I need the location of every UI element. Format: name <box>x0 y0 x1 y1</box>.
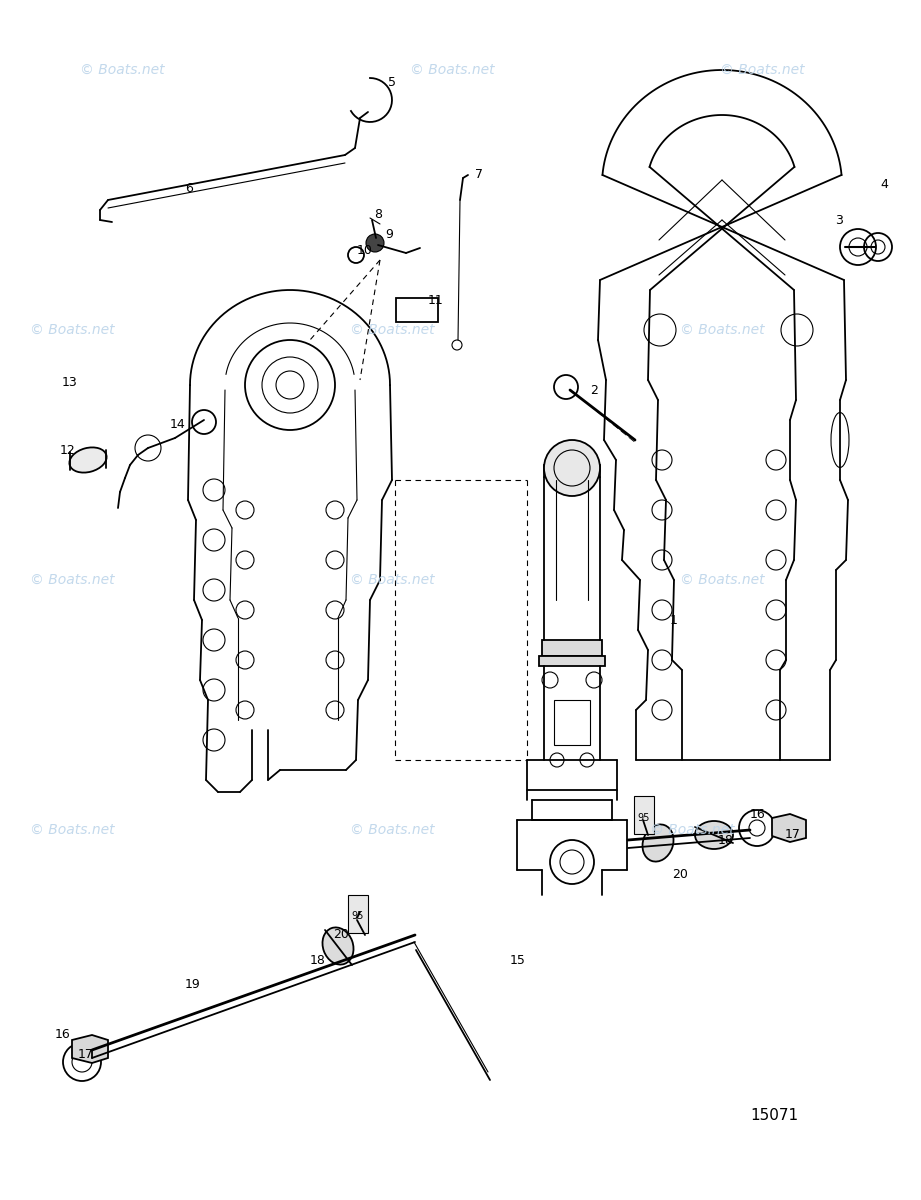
Text: © Boats.net: © Boats.net <box>350 823 435 838</box>
Text: 18: 18 <box>310 954 326 966</box>
Text: © Boats.net: © Boats.net <box>410 62 495 77</box>
Text: 95: 95 <box>352 911 364 922</box>
Text: 6: 6 <box>185 181 192 194</box>
Text: © Boats.net: © Boats.net <box>30 823 114 838</box>
Text: 16: 16 <box>55 1028 71 1042</box>
Text: 20: 20 <box>672 869 688 882</box>
Text: © Boats.net: © Boats.net <box>350 323 435 337</box>
Circle shape <box>366 234 384 252</box>
Text: © Boats.net: © Boats.net <box>30 572 114 587</box>
Text: 95: 95 <box>638 814 650 823</box>
Text: 1: 1 <box>670 613 678 626</box>
Bar <box>348 895 368 934</box>
Ellipse shape <box>69 448 107 473</box>
Bar <box>539 656 605 666</box>
Text: 12: 12 <box>60 444 76 456</box>
Text: 2: 2 <box>590 384 598 396</box>
Text: 10: 10 <box>357 244 373 257</box>
Ellipse shape <box>695 821 733 850</box>
Text: 3: 3 <box>835 214 843 227</box>
Bar <box>634 796 654 834</box>
Text: 17: 17 <box>785 828 801 841</box>
Text: © Boats.net: © Boats.net <box>80 62 165 77</box>
Text: 20: 20 <box>333 929 349 942</box>
Text: 13: 13 <box>62 377 77 390</box>
Text: 14: 14 <box>170 419 186 432</box>
Ellipse shape <box>643 824 673 862</box>
Text: 18: 18 <box>718 834 734 846</box>
Bar <box>542 640 602 656</box>
Polygon shape <box>772 814 806 842</box>
Text: 17: 17 <box>78 1049 94 1062</box>
Text: 8: 8 <box>374 209 382 222</box>
Ellipse shape <box>63 1043 101 1081</box>
Polygon shape <box>72 1034 108 1063</box>
Text: 9: 9 <box>385 228 393 241</box>
Text: © Boats.net: © Boats.net <box>680 572 764 587</box>
Text: 11: 11 <box>428 294 444 306</box>
Bar <box>396 298 438 322</box>
Text: 7: 7 <box>475 168 483 181</box>
Bar <box>544 464 600 476</box>
Text: © Boats.net: © Boats.net <box>650 823 735 838</box>
Text: 15071: 15071 <box>750 1108 799 1122</box>
Text: 4: 4 <box>880 179 888 192</box>
Text: © Boats.net: © Boats.net <box>350 572 435 587</box>
Text: 5: 5 <box>388 77 396 90</box>
Text: 15: 15 <box>510 954 526 966</box>
Bar <box>554 700 590 745</box>
Text: © Boats.net: © Boats.net <box>30 323 114 337</box>
Text: 19: 19 <box>185 978 201 991</box>
Text: 16: 16 <box>750 809 765 822</box>
Text: © Boats.net: © Boats.net <box>720 62 805 77</box>
Ellipse shape <box>322 928 354 965</box>
Text: © Boats.net: © Boats.net <box>680 323 764 337</box>
Circle shape <box>544 440 600 496</box>
